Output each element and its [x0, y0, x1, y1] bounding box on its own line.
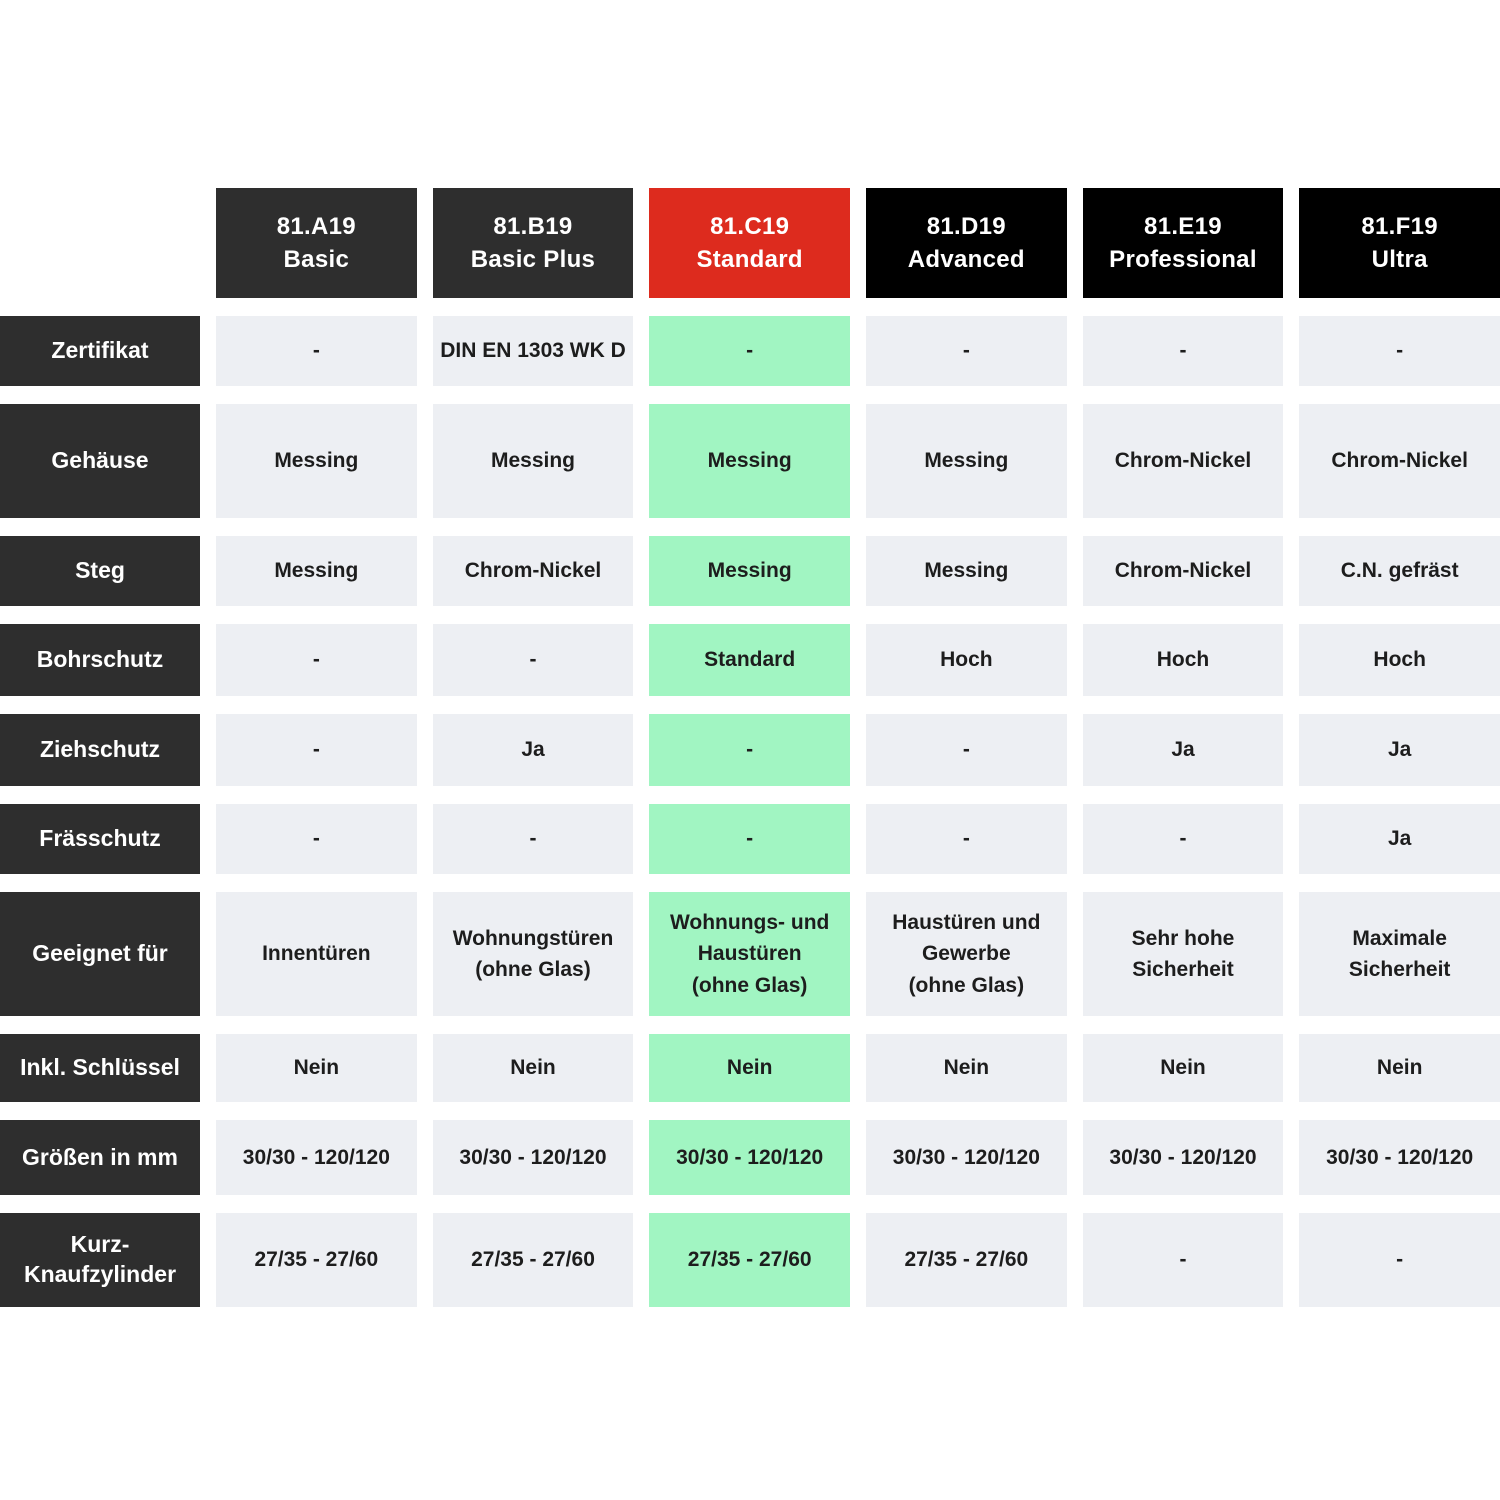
table-cell: 27/35 - 27/60 — [866, 1213, 1067, 1307]
table-cell: Nein — [432, 1034, 634, 1102]
table-cell: Maximale Sicherheit — [1299, 892, 1500, 1016]
table-cell: - — [866, 316, 1067, 386]
row-label-bohrschutz: Bohrschutz — [0, 624, 200, 696]
column-header-81-d19: 81.D19 Advanced — [866, 188, 1067, 298]
table-cell: Messing — [649, 404, 850, 518]
column-model: 81.A19 — [276, 212, 356, 240]
row-label-frasschutz: Frässchutz — [0, 804, 200, 874]
table-cell: - — [1299, 316, 1500, 386]
table-cell: C.N. gefräst — [1299, 536, 1500, 606]
table-cell: DIN EN 1303 WK D — [432, 316, 634, 386]
row-label-gehause: Gehäuse — [0, 404, 200, 518]
table-cell: 27/35 - 27/60 — [649, 1213, 850, 1307]
table-cell: Innentüren — [216, 892, 417, 1016]
table-corner-spacer — [0, 188, 200, 298]
table-cell: 30/30 - 120/120 — [216, 1120, 417, 1195]
table-cell: Messing — [432, 404, 634, 518]
column-tier: Basic Plus — [470, 246, 596, 273]
table-cell: Ja — [432, 714, 634, 786]
row-label-steg: Steg — [0, 536, 200, 606]
table-cell: - — [1299, 1213, 1500, 1307]
column-tier: Professional — [1109, 246, 1257, 273]
column-header-81-e19: 81.E19 Professional — [1082, 188, 1284, 298]
column-header-81-a19: 81.A19 Basic — [216, 188, 417, 298]
table-cell: 30/30 - 120/120 — [1082, 1120, 1284, 1195]
table-cell: Hoch — [866, 624, 1067, 696]
table-cell: - — [866, 714, 1067, 786]
table-cell: Nein — [216, 1034, 417, 1102]
table-cell: Messing — [216, 536, 417, 606]
table-cell: Nein — [866, 1034, 1067, 1102]
table-cell: Messing — [216, 404, 417, 518]
table-cell: - — [1082, 804, 1284, 874]
table-cell: - — [432, 804, 634, 874]
table-cell: Chrom-Nickel — [1082, 536, 1284, 606]
table-cell: Messing — [649, 536, 850, 606]
table-cell: Hoch — [1299, 624, 1500, 696]
row-label-zertifikat: Zertifikat — [0, 316, 200, 386]
table-cell: - — [216, 624, 417, 696]
table-cell: Sehr hohe Sicherheit — [1082, 892, 1284, 1016]
column-header-81-c19: 81.C19 Standard — [649, 188, 850, 298]
table-cell: Chrom-Nickel — [1299, 404, 1500, 518]
table-cell: Ja — [1082, 714, 1284, 786]
table-cell: - — [1082, 316, 1284, 386]
table-cell: Hoch — [1082, 624, 1284, 696]
table-cell: 30/30 - 120/120 — [1299, 1120, 1500, 1195]
table-cell: Haustüren und Gewerbe (ohne Glas) — [866, 892, 1067, 1016]
column-model: 81.F19 — [1361, 212, 1438, 240]
table-cell: - — [216, 804, 417, 874]
table-cell: Wohnungs- und Haustüren (ohne Glas) — [649, 892, 850, 1016]
table-cell: Messing — [866, 536, 1067, 606]
row-label-geeignet-fur: Geeignet für — [0, 892, 200, 1016]
table-cell: Messing — [866, 404, 1067, 518]
row-label-ziehschutz: Ziehschutz — [0, 714, 200, 786]
table-cell: Nein — [1299, 1034, 1500, 1102]
table-cell: Nein — [1082, 1034, 1284, 1102]
table-cell: Wohnungstüren (ohne Glas) — [432, 892, 634, 1016]
table-cell: Standard — [649, 624, 850, 696]
comparison-table: 81.A19 Basic 81.B19 Basic Plus 81.C19 Standar… — [0, 188, 1500, 1307]
table-cell: - — [1082, 1213, 1284, 1307]
table-cell: Ja — [1299, 714, 1500, 786]
table-cell: - — [216, 714, 417, 786]
table-cell: Ja — [1299, 804, 1500, 874]
table-cell: - — [649, 804, 850, 874]
column-model: 81.E19 — [1144, 212, 1222, 240]
table-cell: 30/30 - 120/120 — [649, 1120, 850, 1195]
column-model: 81.B19 — [493, 212, 573, 240]
row-label-inkl-schlussel: Inkl. Schlüssel — [0, 1034, 200, 1102]
column-header-81-b19: 81.B19 Basic Plus — [432, 188, 634, 298]
table-cell: 27/35 - 27/60 — [432, 1213, 634, 1307]
table-cell: - — [866, 804, 1067, 874]
column-tier: Basic — [283, 246, 350, 273]
column-header-81-f19: 81.F19 Ultra — [1299, 188, 1500, 298]
row-label-grossen-in-mm: Größen in mm — [0, 1120, 200, 1195]
table-cell: - — [649, 316, 850, 386]
column-model: 81.C19 — [710, 212, 790, 240]
table-cell: - — [432, 624, 634, 696]
column-tier: Advanced — [907, 246, 1025, 273]
table-cell: Nein — [649, 1034, 850, 1102]
row-label-kurz-knaufzylinder: Kurz- Knaufzylinder — [0, 1213, 200, 1307]
table-cell: - — [216, 316, 417, 386]
table-cell: 30/30 - 120/120 — [866, 1120, 1067, 1195]
column-tier: Ultra — [1371, 246, 1428, 273]
table-cell: Chrom-Nickel — [1082, 404, 1284, 518]
column-tier: Standard — [696, 246, 803, 273]
table-cell: Chrom-Nickel — [432, 536, 634, 606]
table-cell: - — [649, 714, 850, 786]
column-model: 81.D19 — [926, 212, 1006, 240]
table-cell: 27/35 - 27/60 — [216, 1213, 417, 1307]
table-cell: 30/30 - 120/120 — [432, 1120, 634, 1195]
